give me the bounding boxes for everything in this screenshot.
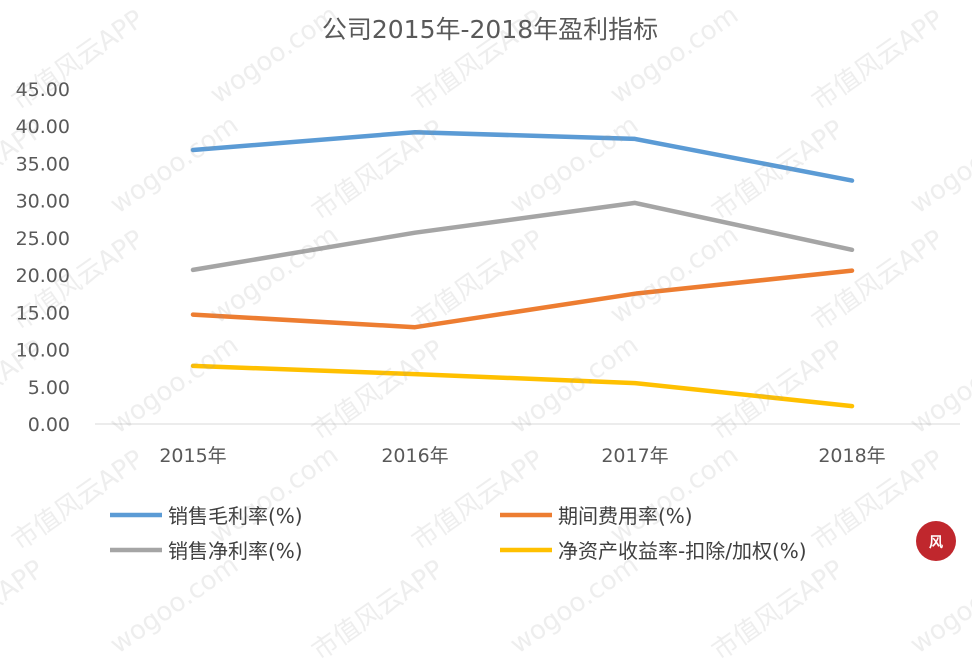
series-line-3 (193, 366, 852, 406)
series-line-0 (193, 132, 852, 180)
y-tick-label: 25.00 (16, 228, 70, 250)
line-chart: 公司2015年-2018年盈利指标 0.00 5.00 10.00 15.00 20.0… (0, 0, 972, 579)
x-tick-label: 2018年 (818, 445, 885, 467)
logo: 风 (915, 520, 957, 562)
y-tick-label: 30.00 (16, 191, 70, 213)
y-tick-label: 45.00 (16, 79, 70, 101)
series-line-2 (193, 203, 852, 270)
y-tick-label: 35.00 (16, 153, 70, 175)
x-axis: 2015年 2016年 2017年 2018年 (159, 445, 885, 467)
series-lines (193, 132, 852, 406)
y-tick-label: 10.00 (16, 340, 70, 362)
y-tick-label: 40.00 (16, 116, 70, 138)
chart-title: 公司2015年-2018年盈利指标 (322, 15, 658, 44)
legend-label: 净资产收益率-扣除/加权(%) (558, 539, 807, 563)
legend: 销售毛利率(%) 期间费用率(%) 销售净利率(%) 净资产收益率-扣除/加权(%) (110, 504, 807, 563)
y-tick-label: 0.00 (28, 414, 70, 436)
legend-label: 销售净利率(%) (168, 539, 303, 563)
y-tick-label: 5.00 (28, 377, 70, 399)
y-tick-label: 20.00 (16, 265, 70, 287)
legend-label: 期间费用率(%) (558, 504, 693, 528)
y-axis: 0.00 5.00 10.00 15.00 20.00 25.00 30.00 35.00 40… (16, 79, 70, 436)
x-tick-label: 2017年 (601, 445, 668, 467)
y-tick-label: 15.00 (16, 302, 70, 324)
svg-text:风: 风 (929, 535, 943, 551)
series-line-1 (193, 271, 852, 328)
x-tick-label: 2016年 (381, 445, 448, 467)
x-tick-label: 2015年 (159, 445, 226, 467)
legend-label: 销售毛利率(%) (168, 504, 303, 528)
